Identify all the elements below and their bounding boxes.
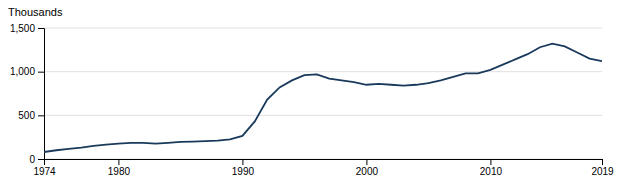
x-tick-label: 2000 <box>356 166 379 177</box>
y-tick-label: 0 <box>29 154 35 165</box>
y-tick-mark <box>38 115 44 116</box>
line <box>44 44 602 152</box>
x-tick-label: 2010 <box>480 166 503 177</box>
x-axis: 1974 1980 1990 2000 2010 2019 <box>33 159 614 177</box>
x-tick: 2010 <box>480 159 503 177</box>
grid-line <box>44 71 602 72</box>
marks <box>44 44 602 152</box>
x-tick-label: 1974 <box>33 166 56 177</box>
y-tick: 0 <box>29 154 44 165</box>
y-tick: 500 <box>18 110 44 121</box>
grid-line <box>44 28 602 29</box>
x-tick-mark <box>490 159 491 165</box>
y-axis: 0 500 1,000 1,500 <box>10 23 45 165</box>
x-tick: 2019 <box>591 159 614 177</box>
y-tick: 1,500 <box>10 23 44 34</box>
chart: 1974 1980 1990 2000 2010 2019 0 500 1,000 1,500 Th… <box>0 0 618 183</box>
y-label: Thousands <box>8 6 63 18</box>
y-tick-label: 500 <box>18 110 35 121</box>
x-tick-mark <box>118 159 119 165</box>
y-tick: 1,000 <box>10 66 44 77</box>
y-axis-line <box>38 29 45 160</box>
x-tick: 1990 <box>232 159 255 177</box>
x-tick: 2000 <box>356 159 379 177</box>
grid <box>44 28 602 159</box>
y-tick-mark <box>38 159 44 160</box>
x-tick: 1980 <box>108 159 131 177</box>
x-tick-label: 1980 <box>108 166 131 177</box>
x-tick-mark <box>366 159 367 165</box>
grid-line <box>44 115 602 116</box>
x-tick-mark <box>242 159 243 165</box>
plot: 1974 1980 1990 2000 2010 2019 0 500 1,000 1,500 <box>10 23 614 177</box>
x-tick: 1974 <box>33 159 56 177</box>
y-tick-label: 1,000 <box>10 66 35 77</box>
x-tick-label: 2019 <box>591 166 614 177</box>
y-tick-label: 1,500 <box>10 23 35 34</box>
x-tick-label: 1990 <box>232 166 255 177</box>
x-axis-line <box>45 160 603 166</box>
x-tick-mark <box>602 159 603 165</box>
y-tick-mark <box>38 28 44 29</box>
y-tick-mark <box>38 72 44 73</box>
